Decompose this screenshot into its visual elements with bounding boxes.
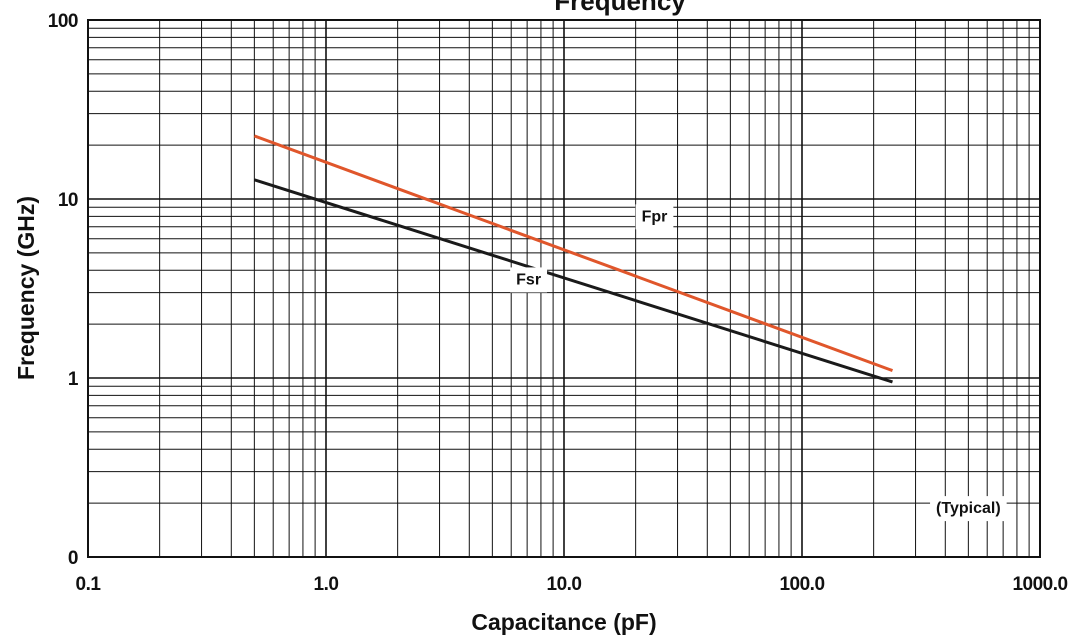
x-axis-label: Capacitance (pF) <box>471 609 656 635</box>
y-tick-label: 100 <box>48 11 78 32</box>
annotation-text: Fsr <box>516 271 541 288</box>
annotation-text: Fpr <box>642 208 668 225</box>
x-tick-label: 0.1 <box>76 574 102 595</box>
annotation-background <box>635 204 674 230</box>
x-tick-label: 10.0 <box>547 574 582 595</box>
y-tick-label: 0 <box>68 548 78 569</box>
annotation-label: Fsr <box>510 267 548 293</box>
plot-frame <box>87 19 1041 558</box>
y-axis-label: Frequency (GHz) <box>13 196 39 380</box>
y-tick-label: 1 <box>68 369 79 390</box>
annotation-label: (Typical) <box>930 496 1007 522</box>
annotation-background <box>930 496 1007 522</box>
series-line-fpr <box>253 134 894 372</box>
series-line-fsr <box>253 178 893 384</box>
x-tick-label: 100.0 <box>779 574 824 595</box>
x-tick-label: 1000.0 <box>1012 574 1067 595</box>
annotation-layer: Fpr Fsr (Typical) <box>510 204 1007 522</box>
chart-title: Frequency <box>554 0 686 16</box>
annotation-background <box>510 267 548 293</box>
annotation-text: (Typical) <box>936 500 1001 517</box>
x-tick-label: 1.0 <box>314 574 339 595</box>
y-tick-label: 10 <box>58 190 78 211</box>
tick-layer: 0.1 1.0 10.0 100.0 1000.0 0 1 10 100 <box>48 11 1068 595</box>
series-layer <box>253 134 894 384</box>
annotation-label: Fpr <box>635 204 674 230</box>
grid <box>87 20 1040 558</box>
